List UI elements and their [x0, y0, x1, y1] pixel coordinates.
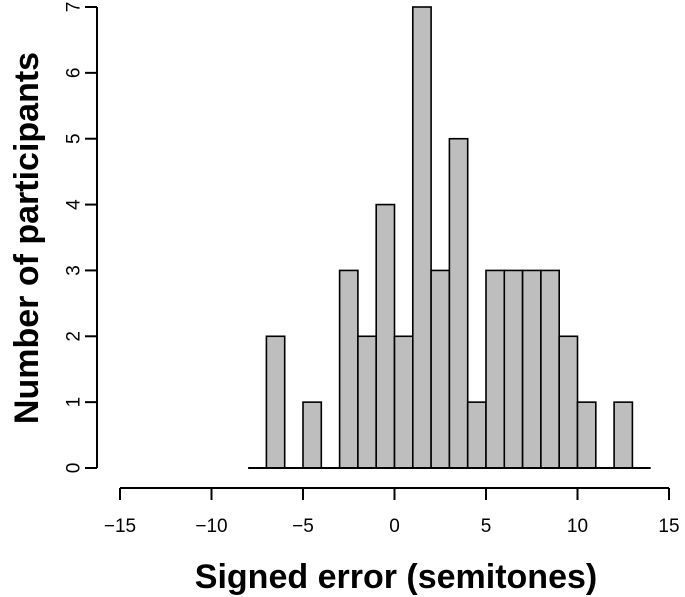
histogram-bar	[357, 335, 377, 469]
x-axis-title: Signed error (semitones)	[195, 558, 597, 596]
y-tick-label: 0	[64, 463, 85, 474]
histogram-bar	[485, 269, 506, 469]
y-tick-label: 2	[64, 331, 85, 342]
histogram-bar	[521, 269, 542, 469]
x-tick-label: 15	[658, 516, 679, 537]
x-tick-label: 0	[389, 516, 400, 537]
histogram-bar	[375, 203, 396, 469]
y-tick-label: 4	[64, 199, 85, 210]
histogram-bar	[613, 401, 634, 469]
y-tick-label: 7	[64, 2, 85, 13]
x-axis: −15 −10 −5 0 5 10 15	[104, 487, 680, 537]
histogram-bar	[302, 401, 323, 469]
histogram-bars	[265, 6, 634, 469]
y-tick-label: 6	[64, 68, 85, 79]
histogram-bar	[411, 6, 432, 469]
histogram-bar	[338, 269, 359, 469]
histogram-bar	[265, 335, 286, 469]
y-axis: 0 1 2 3 4 5 6 7	[64, 2, 98, 474]
histogram-bar	[466, 401, 487, 469]
histogram-bar	[393, 335, 414, 469]
x-tick-label: 10	[567, 516, 588, 537]
histogram-bar	[576, 401, 597, 469]
y-tick-label: 5	[64, 133, 85, 144]
histogram-bar	[503, 269, 524, 469]
histogram-bar	[448, 137, 469, 469]
y-tick-label: 1	[64, 397, 85, 408]
y-tick-label: 3	[64, 265, 85, 276]
histogram-bar	[558, 335, 579, 469]
x-tick-label: −15	[104, 516, 136, 537]
x-tick-label: 5	[481, 516, 492, 537]
x-tick-label: −10	[195, 516, 227, 537]
x-tick-label: −5	[292, 516, 314, 537]
y-axis-title: Number of participants	[8, 52, 46, 424]
histogram-bar	[540, 269, 561, 469]
histogram-bar	[430, 269, 451, 469]
